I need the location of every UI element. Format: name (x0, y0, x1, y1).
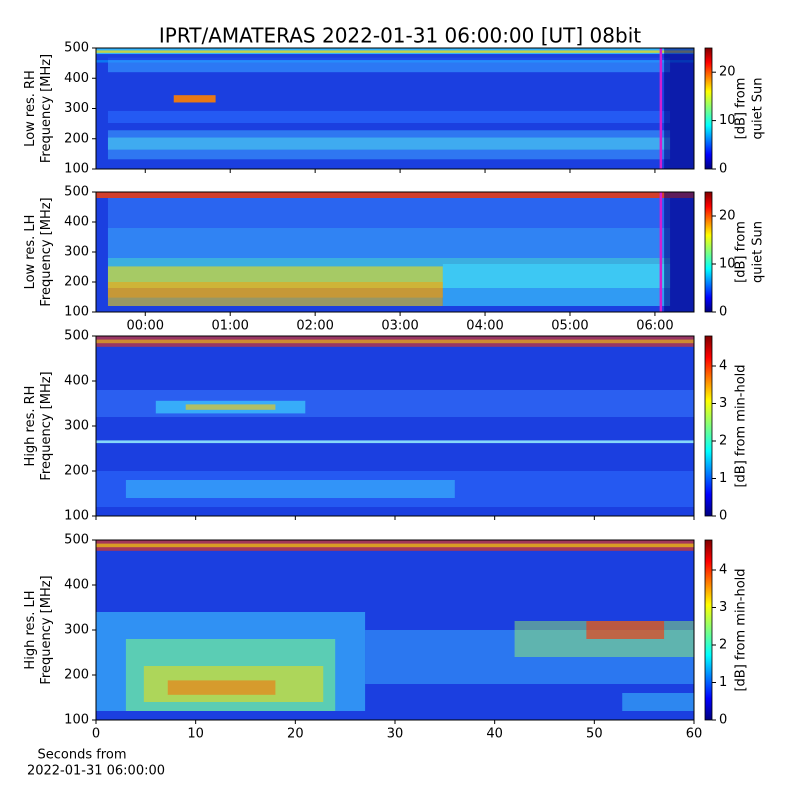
colorbar-tick-label: 3 (719, 396, 727, 411)
y-tick-label: 300 (64, 245, 89, 260)
x-tick-label: 50 (586, 727, 603, 742)
spectrogram-texture (664, 192, 694, 312)
spectrogram-texture (107, 110, 671, 124)
spectrogram-texture (107, 60, 671, 73)
spectrogram-texture (107, 266, 443, 306)
colorbar-tick-label: 20 (719, 65, 736, 80)
y-axis-label: Low res. LHFrequency [MHz] (23, 197, 54, 306)
y-tick-label: 300 (64, 419, 89, 434)
colorbar-tick-label: 2 (719, 638, 727, 653)
spectrogram-texture (622, 693, 694, 711)
y-tick-label: 200 (64, 131, 89, 146)
chart-title: IPRT/AMATERAS 2022-01-31 06:00:00 [UT] 0… (159, 24, 641, 48)
y-tick-label: 100 (64, 162, 89, 177)
spectrogram-texture (586, 621, 665, 639)
colorbar-label: [dB] from min-hold (734, 364, 749, 487)
y-axis-label-line: Frequency [MHz] (39, 371, 54, 480)
colorbar-label: quiet Sun (751, 221, 766, 283)
x-tick-label: 30 (387, 727, 404, 742)
y-tick-label: 400 (64, 71, 89, 86)
x-tick-label: 20 (287, 727, 304, 742)
y-axis-label-line: Low res. RH (23, 70, 38, 147)
spectrogram-texture (125, 480, 455, 498)
spectrogram-texture (96, 440, 694, 444)
y-tick-label: 100 (64, 509, 89, 524)
spectrogram-texture (107, 137, 671, 150)
spectrogram-texture (107, 198, 671, 228)
x-axis-label: Seconds from (37, 748, 126, 763)
colorbar-tick-label: 0 (719, 509, 727, 524)
colorbar-label: [dB] from min-hold (734, 568, 749, 691)
y-tick-label: 500 (64, 329, 89, 344)
colorbar-tick-label: 10 (719, 257, 736, 272)
x-tick-label: 06:00 (636, 319, 673, 334)
spectrogram-texture (185, 404, 276, 410)
y-tick-label: 200 (64, 668, 89, 683)
colorbar-tick-label: 0 (719, 162, 727, 177)
y-tick-label: 100 (64, 305, 89, 320)
x-tick-label: 00:00 (127, 319, 164, 334)
colorbar-tick-label: 1 (719, 675, 727, 690)
colorbar (704, 47, 713, 170)
y-axis-label: High res. RHFrequency [MHz] (23, 371, 54, 480)
colorbar-tick-label: 4 (719, 359, 727, 374)
y-tick-label: 300 (64, 101, 89, 116)
y-tick-label: 300 (64, 623, 89, 638)
colorbar-tick-label: 2 (719, 434, 727, 449)
spectrogram-texture (107, 228, 671, 258)
colorbar-tick-label: 3 (719, 600, 727, 615)
y-axis-label-line: High res. RH (23, 386, 38, 467)
y-axis-label: Low res. RHFrequency [MHz] (23, 54, 54, 163)
colorbar (704, 335, 713, 517)
spectrogram-texture (96, 543, 694, 548)
x-axis-label: 2022-01-31 06:00:00 (27, 764, 165, 779)
colorbar-tick-label: 10 (719, 113, 736, 128)
y-tick-label: 200 (64, 275, 89, 290)
y-tick-label: 500 (64, 533, 89, 548)
spectrogram-texture (173, 95, 216, 103)
spectrogram-texture (442, 264, 671, 306)
colorbar-label: quiet Sun (751, 77, 766, 139)
y-axis-label-line: Low res. LH (23, 215, 38, 290)
colorbar (704, 539, 713, 721)
x-tick-label: 05:00 (551, 319, 588, 334)
x-tick-label: 04:00 (466, 319, 503, 334)
colorbar (704, 191, 713, 313)
y-tick-label: 400 (64, 374, 89, 389)
spectrogram-texture (96, 50, 694, 53)
colorbar-tick-label: 0 (719, 305, 727, 320)
y-axis-label: High res. LHFrequency [MHz] (23, 575, 54, 684)
x-tick-label: 40 (486, 727, 503, 742)
y-axis-label-line: Frequency [MHz] (39, 197, 54, 306)
colorbar-tick-label: 0 (719, 713, 727, 728)
y-axis-label-line: High res. LH (23, 590, 38, 669)
colorbar-label: [dB] from (734, 78, 749, 140)
colorbar-tick-label: 4 (719, 563, 727, 578)
colorbar-label: [dB] from (734, 221, 749, 283)
colorbar-tick-label: 20 (719, 209, 736, 224)
spectrogram-texture (96, 339, 694, 344)
spectrogram-texture (107, 282, 443, 298)
y-axis-label-line: Frequency [MHz] (39, 575, 54, 684)
colorbar-tick-label: 1 (719, 471, 727, 486)
y-axis-label-line: Frequency [MHz] (39, 54, 54, 163)
x-tick-label: 02:00 (296, 319, 333, 334)
spectrogram-texture (664, 48, 694, 169)
spectrogram-texture (96, 192, 694, 198)
x-tick-label: 0 (92, 727, 100, 742)
y-tick-label: 400 (64, 215, 89, 230)
y-tick-label: 500 (64, 41, 89, 56)
x-tick-label: 01:00 (211, 319, 248, 334)
x-tick-label: 60 (686, 727, 703, 742)
y-tick-label: 200 (64, 464, 89, 479)
spectrogram-texture (167, 680, 276, 695)
x-tick-label: 03:00 (381, 319, 418, 334)
y-tick-label: 500 (64, 185, 89, 200)
y-tick-label: 100 (64, 713, 89, 728)
y-tick-label: 400 (64, 578, 89, 593)
x-tick-label: 10 (187, 727, 204, 742)
